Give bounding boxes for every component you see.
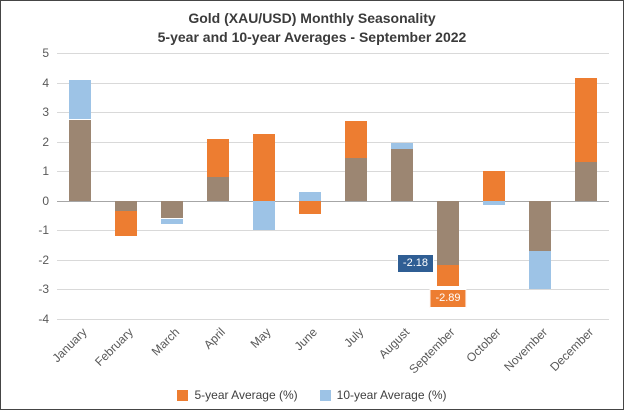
- gridline: [57, 112, 609, 114]
- gridline: [57, 141, 609, 143]
- y-axis-label: -4: [38, 312, 49, 326]
- y-axis-label: 3: [42, 105, 49, 120]
- bar-5yr-june: [299, 200, 321, 215]
- bar-10yr-march: [161, 218, 183, 225]
- gridline: [57, 82, 609, 84]
- bar-10yr-june: [299, 191, 321, 201]
- bar-5yr-july: [345, 120, 367, 158]
- bar-overlap-july: [345, 157, 367, 201]
- y-axis-label: 2: [42, 134, 49, 149]
- bar-5yr-february: [115, 211, 137, 237]
- y-axis-label: 5: [42, 46, 49, 60]
- x-axis-label-october: October: [463, 325, 504, 366]
- gridline: [57, 171, 609, 173]
- chart-title-line1: Gold (XAU/USD) Monthly Seasonality: [188, 10, 436, 26]
- y-axis-label: 4: [42, 75, 49, 90]
- bar-overlap-march: [161, 200, 183, 219]
- x-axis-label-november: November: [500, 325, 550, 375]
- bar-overlap-december: [575, 162, 597, 201]
- gridline: [57, 259, 609, 261]
- x-axis-label-february: February: [92, 325, 136, 369]
- x-axis-label-may: May: [247, 325, 274, 351]
- zero-line: [57, 200, 609, 202]
- gridline: [57, 53, 609, 54]
- gridline: [57, 289, 609, 291]
- bar-overlap-august: [391, 149, 413, 201]
- gridline: [57, 319, 609, 320]
- y-axis-label: -3: [38, 282, 49, 297]
- bar-10yr-october: [483, 200, 505, 206]
- y-axis-label: 0: [42, 193, 49, 208]
- bar-5yr-may: [253, 134, 275, 201]
- chart-title-line2: 5-year and 10-year Averages - September …: [157, 29, 467, 45]
- gridline: [57, 230, 609, 232]
- plot-area: -4 -3 -2 -1 0 1 2 3 4 5 January February March April M…: [38, 46, 609, 376]
- bar-overlap-january: [69, 119, 91, 201]
- bar-overlap-april: [207, 177, 229, 201]
- bar-5yr-april: [207, 138, 229, 178]
- y-axis-label: -2: [38, 252, 49, 267]
- x-axis-label-june: June: [291, 325, 320, 354]
- x-axis-label-january: January: [49, 325, 90, 366]
- legend-label-5yr: 5-year Average (%): [194, 388, 298, 402]
- data-label--2.89: -2.89: [429, 289, 467, 309]
- legend-item-5yr: 5-year Average (%): [177, 388, 298, 402]
- legend-swatch-10yr-icon: [319, 389, 331, 401]
- x-axis-label-september: September: [406, 325, 458, 377]
- bar-overlap-february: [115, 200, 137, 212]
- legend-label-10yr: 10-year Average (%): [336, 388, 447, 402]
- x-axis-label-march: March: [148, 325, 182, 359]
- y-axis-label: -1: [38, 223, 49, 238]
- bar-10yr-august: [391, 143, 413, 150]
- bar-10yr-november: [529, 251, 551, 290]
- bar-5yr-september: [437, 265, 459, 287]
- bar-5yr-october: [483, 171, 505, 201]
- bar-10yr-may: [253, 200, 275, 231]
- x-axis-label-april: April: [201, 325, 228, 352]
- x-axis-label-august: August: [375, 325, 412, 362]
- y-axis-label: 1: [42, 164, 49, 179]
- chart-title: Gold (XAU/USD) Monthly Seasonality 5-yea…: [1, 9, 623, 47]
- x-axis-label-july: July: [340, 325, 366, 350]
- data-label--2.18: -2.18: [396, 254, 434, 274]
- bar-overlap-september: [437, 200, 459, 266]
- legend-swatch-5yr-icon: [177, 389, 189, 401]
- bar-overlap-november: [529, 200, 551, 251]
- bar-10yr-january: [69, 79, 91, 120]
- bar-5yr-december: [575, 78, 597, 163]
- legend: 5-year Average (%) 10-year Average (%): [1, 388, 623, 402]
- x-axis-label-december: December: [546, 325, 596, 375]
- legend-item-10yr: 10-year Average (%): [319, 388, 447, 402]
